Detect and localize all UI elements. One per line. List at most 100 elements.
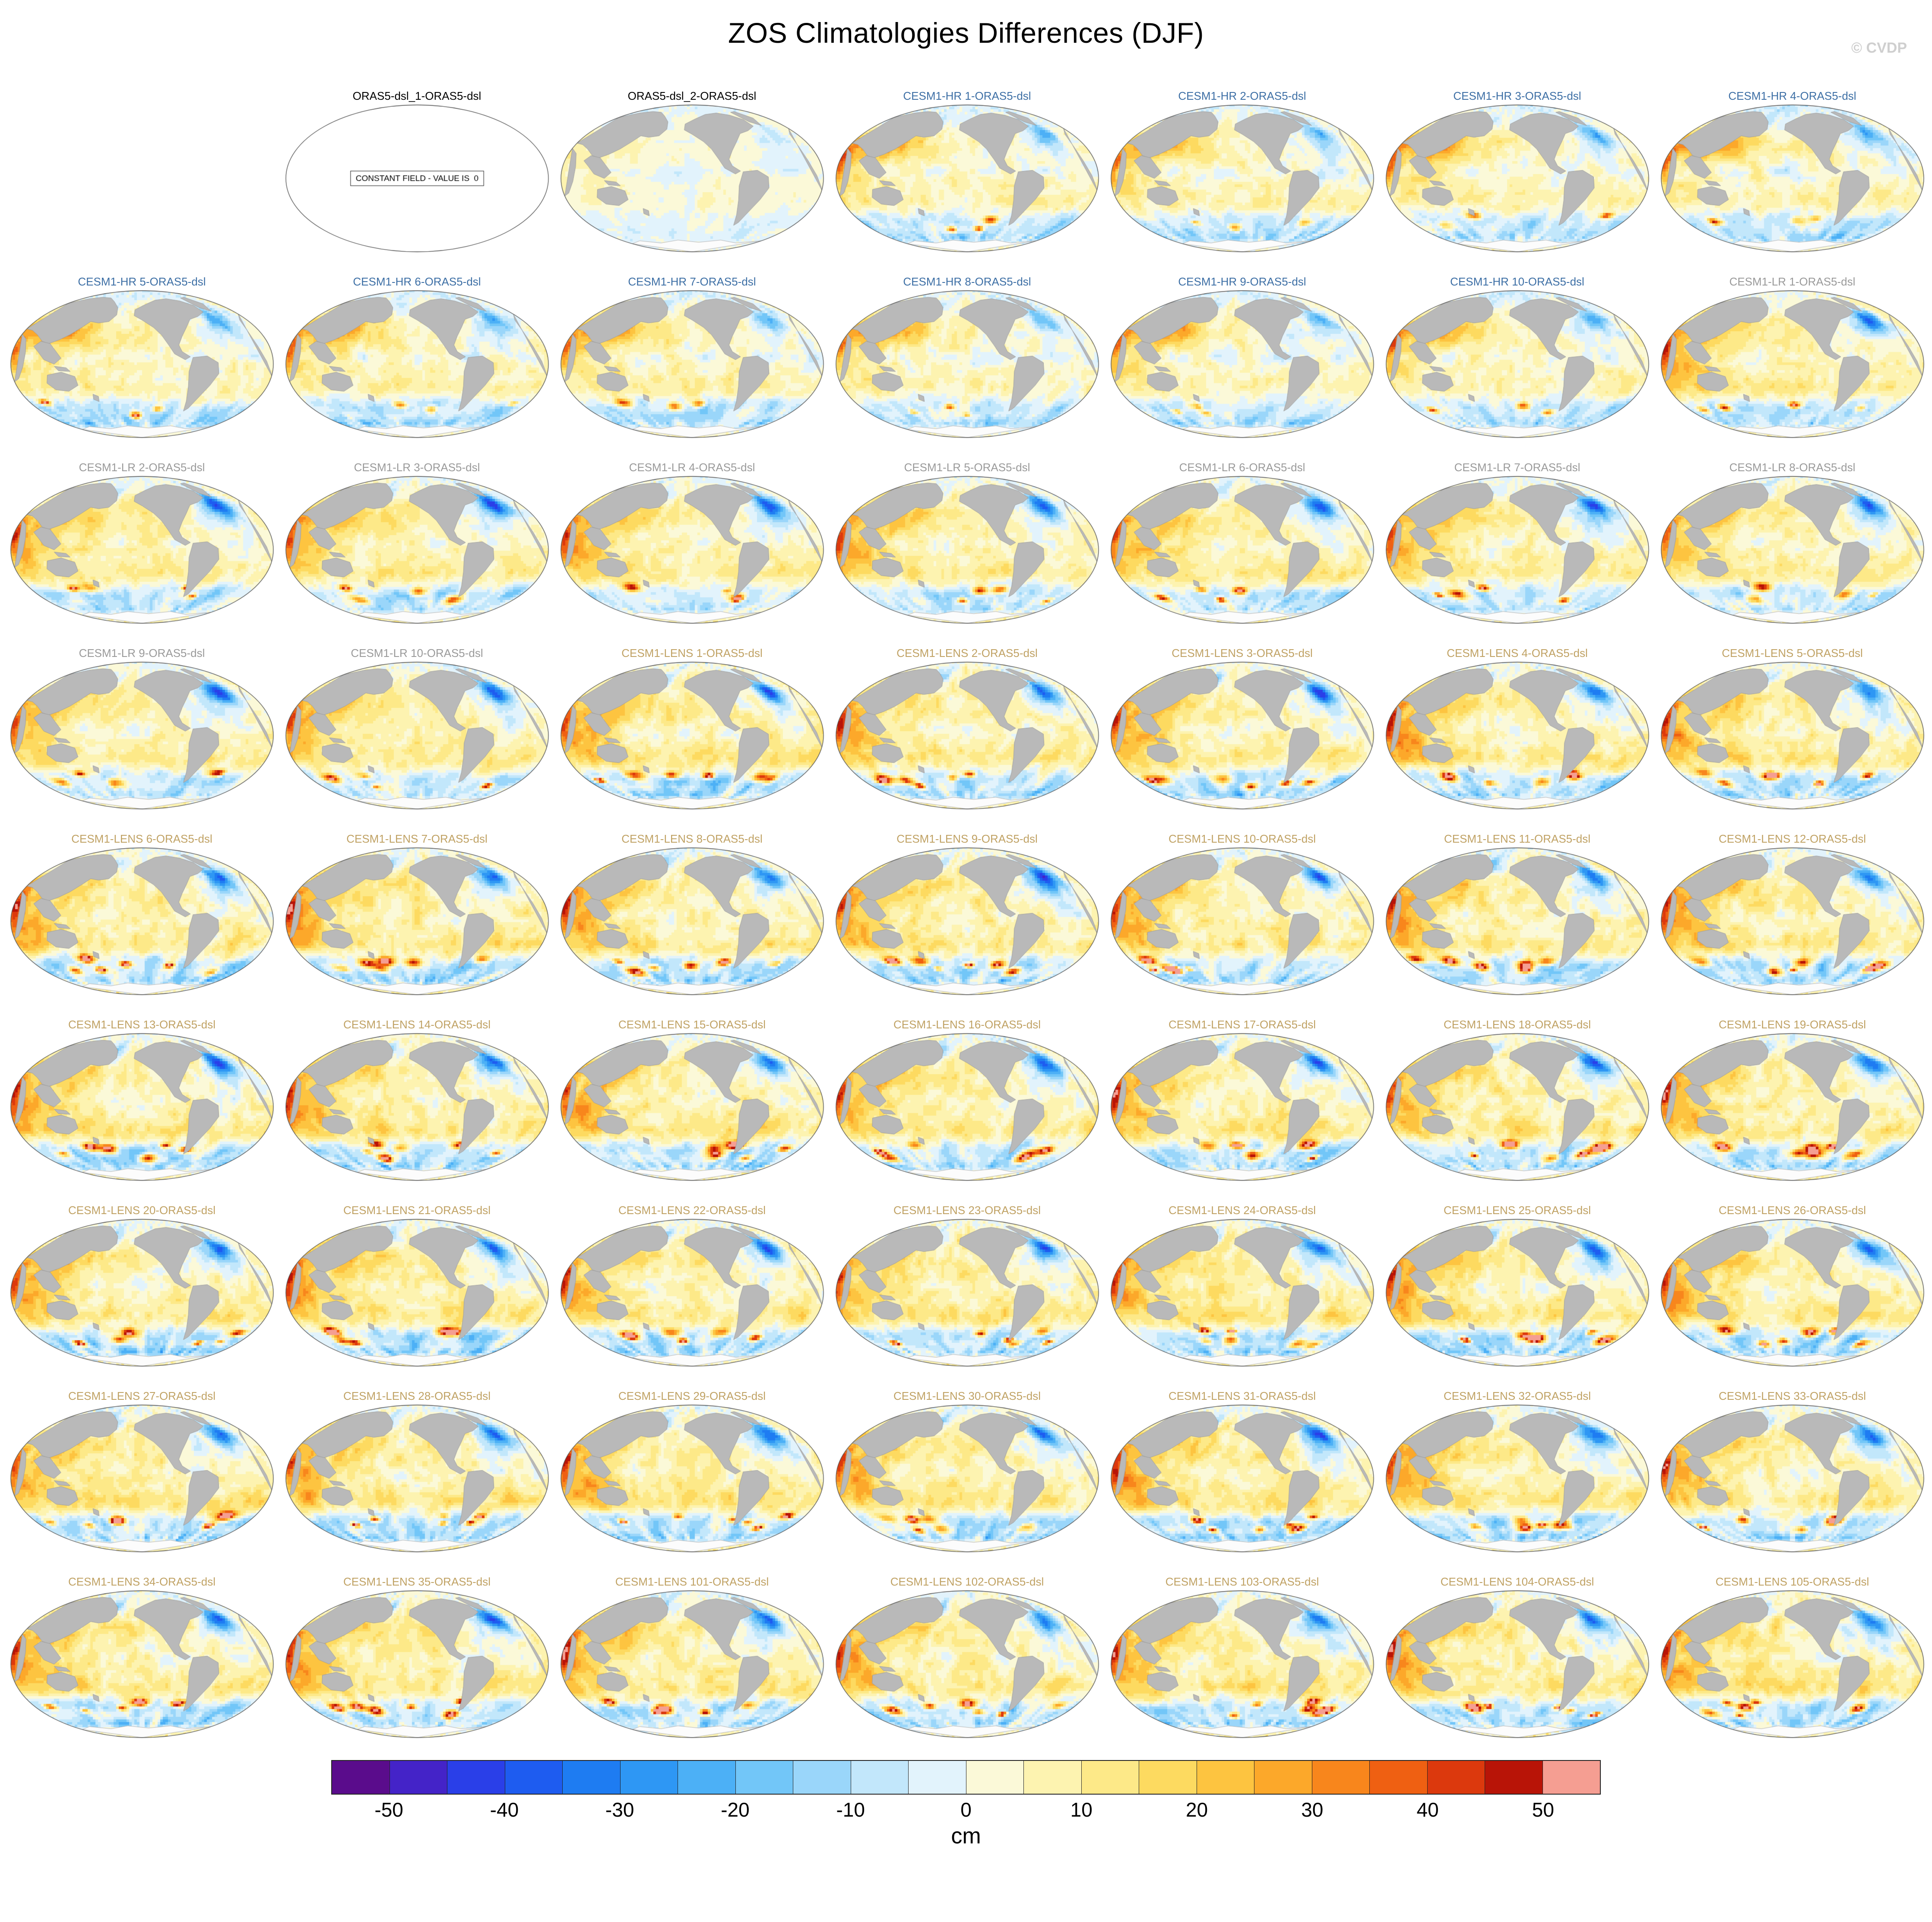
map-panel: CESM1-HR 9-ORAS5-dsl	[1105, 274, 1380, 438]
world-map	[560, 290, 824, 438]
colorbar-segment	[678, 1761, 736, 1794]
panel-label: CESM1-LR 8-ORAS5-dsl	[1729, 461, 1856, 474]
colorbar: -50 -40 -30 -20 -10 0 10 20 30 40 50 cm	[331, 1760, 1601, 1849]
colorbar-segment	[390, 1761, 447, 1794]
panel-label: CESM1-LENS 7-ORAS5-dsl	[346, 832, 488, 845]
panel-label: CESM1-LENS 9-ORAS5-dsl	[896, 832, 1038, 845]
map-panel: CESM1-LENS 30-ORAS5-dsl	[830, 1389, 1105, 1553]
map-panel: CESM1-LR 10-ORAS5-dsl	[279, 646, 554, 810]
map-panel: CESM1-LENS 35-ORAS5-dsl	[279, 1574, 554, 1738]
colorbar-segment	[793, 1761, 851, 1794]
map-panel: CESM1-LENS 27-ORAS5-dsl	[4, 1389, 279, 1553]
colorbar-tick-label: 30	[1301, 1798, 1324, 1821]
world-map	[1385, 1404, 1650, 1553]
colorbar-unit-label: cm	[951, 1824, 981, 1849]
panel-label: CESM1-LENS 1-ORAS5-dsl	[621, 647, 763, 660]
colorbar-segment	[447, 1761, 505, 1794]
panel-label: CESM1-HR 4-ORAS5-dsl	[1728, 89, 1856, 102]
map-panel: CESM1-LENS 9-ORAS5-dsl	[830, 831, 1105, 996]
panel-label: ORAS5-dsl_1-ORAS5-dsl	[352, 89, 481, 102]
panel-label: CESM1-LENS 105-ORAS5-dsl	[1715, 1575, 1869, 1588]
map-panel: CESM1-HR 6-ORAS5-dsl	[279, 274, 554, 438]
world-map	[10, 1033, 274, 1181]
map-panel: CESM1-LENS 33-ORAS5-dsl	[1655, 1389, 1930, 1553]
colorbar-segment	[966, 1761, 1024, 1794]
panel-label: CESM1-LR 7-ORAS5-dsl	[1454, 461, 1580, 474]
world-map	[10, 290, 274, 438]
map-panel: CESM1-LR 9-ORAS5-dsl	[4, 646, 279, 810]
world-map	[1385, 476, 1650, 624]
map-panel: CESM1-LENS 23-ORAS5-dsl	[830, 1203, 1105, 1367]
world-map	[1110, 1033, 1375, 1181]
map-panel: CESM1-LENS 18-ORAS5-dsl	[1380, 1017, 1655, 1181]
world-map	[560, 1590, 824, 1738]
colorbar-segment	[332, 1761, 390, 1794]
map-panel: CESM1-LENS 2-ORAS5-dsl	[830, 646, 1105, 810]
colorbar-segment	[1024, 1761, 1082, 1794]
world-map	[285, 1404, 549, 1553]
world-map	[1660, 290, 1925, 438]
panel-label: CESM1-LENS 23-ORAS5-dsl	[893, 1204, 1041, 1217]
panel-label: CESM1-LENS 13-ORAS5-dsl	[68, 1018, 215, 1031]
colorbar-tick-label: 0	[960, 1798, 972, 1821]
map-panel: CESM1-LENS 102-ORAS5-dsl	[830, 1574, 1105, 1738]
panel-label: CESM1-LENS 19-ORAS5-dsl	[1719, 1018, 1866, 1031]
colorbar-segment	[735, 1761, 793, 1794]
map-panel: CESM1-HR 8-ORAS5-dsl	[830, 274, 1105, 438]
map-panel: CESM1-LR 6-ORAS5-dsl	[1105, 460, 1380, 624]
world-map	[285, 476, 549, 624]
map-panel: ORAS5-dsl_2-ORAS5-dsl	[554, 89, 830, 253]
colorbar-segment	[1081, 1761, 1139, 1794]
world-map	[560, 476, 824, 624]
map-panel: CESM1-HR 1-ORAS5-dsl	[830, 89, 1105, 253]
panel-label: CESM1-LENS 31-ORAS5-dsl	[1169, 1389, 1316, 1402]
world-map	[10, 1404, 274, 1553]
map-panel: CESM1-LR 8-ORAS5-dsl	[1655, 460, 1930, 624]
panel-label: CESM1-HR 6-ORAS5-dsl	[353, 275, 481, 288]
world-map	[560, 104, 824, 253]
world-map	[285, 661, 549, 810]
panel-label: CESM1-LENS 21-ORAS5-dsl	[343, 1204, 491, 1217]
panel-label: CESM1-LENS 30-ORAS5-dsl	[893, 1389, 1041, 1402]
panel-label: CESM1-LENS 4-ORAS5-dsl	[1447, 647, 1588, 660]
colorbar-segment	[1312, 1761, 1370, 1794]
panel-label: CESM1-LENS 6-ORAS5-dsl	[71, 832, 212, 845]
panel-label: CESM1-LENS 2-ORAS5-dsl	[896, 647, 1038, 660]
colorbar-segment	[505, 1761, 563, 1794]
panel-label: CESM1-LENS 27-ORAS5-dsl	[68, 1389, 215, 1402]
panel-label: CESM1-LENS 29-ORAS5-dsl	[618, 1389, 766, 1402]
map-panel: CESM1-LENS 29-ORAS5-dsl	[554, 1389, 830, 1553]
world-map	[1385, 1218, 1650, 1367]
colorbar-tick-label: -30	[605, 1798, 634, 1821]
panel-label: CESM1-LR 9-ORAS5-dsl	[79, 647, 205, 660]
map-panel: CESM1-LENS 4-ORAS5-dsl	[1380, 646, 1655, 810]
world-map	[285, 1218, 549, 1367]
colorbar-tick-label: -20	[721, 1798, 750, 1821]
panel-label: CESM1-LENS 22-ORAS5-dsl	[618, 1204, 766, 1217]
colorbar-segment	[1254, 1761, 1312, 1794]
map-panel: CESM1-LENS 103-ORAS5-dsl	[1105, 1574, 1380, 1738]
colorbar-tick-label: -10	[836, 1798, 865, 1821]
world-map	[560, 847, 824, 996]
panel-label: CESM1-LENS 16-ORAS5-dsl	[893, 1018, 1041, 1031]
panel-label: CESM1-LENS 33-ORAS5-dsl	[1719, 1389, 1866, 1402]
world-map	[1660, 1218, 1925, 1367]
colorbar-tick-label: 50	[1532, 1798, 1554, 1821]
panel-label: CESM1-LR 4-ORAS5-dsl	[629, 461, 755, 474]
map-panel: CESM1-LENS 32-ORAS5-dsl	[1380, 1389, 1655, 1553]
panel-label: CESM1-LENS 12-ORAS5-dsl	[1719, 832, 1866, 845]
world-map	[835, 476, 1099, 624]
panel-label: CESM1-LENS 10-ORAS5-dsl	[1169, 832, 1316, 845]
panel-label: CESM1-LENS 102-ORAS5-dsl	[890, 1575, 1044, 1588]
panel-label: CESM1-HR 5-ORAS5-dsl	[78, 275, 206, 288]
panel-label: CESM1-LENS 20-ORAS5-dsl	[68, 1204, 215, 1217]
map-panel: CESM1-LENS 17-ORAS5-dsl	[1105, 1017, 1380, 1181]
map-panel: CESM1-LENS 5-ORAS5-dsl	[1655, 646, 1930, 810]
colorbar-tick-label: -50	[374, 1798, 403, 1821]
colorbar-tick-label: 40	[1416, 1798, 1439, 1821]
panel-label: CESM1-LENS 103-ORAS5-dsl	[1165, 1575, 1319, 1588]
colorbar-segment	[620, 1761, 678, 1794]
panel-label: CESM1-LR 1-ORAS5-dsl	[1729, 275, 1856, 288]
map-panel: CESM1-LR 7-ORAS5-dsl	[1380, 460, 1655, 624]
world-map	[835, 1218, 1099, 1367]
